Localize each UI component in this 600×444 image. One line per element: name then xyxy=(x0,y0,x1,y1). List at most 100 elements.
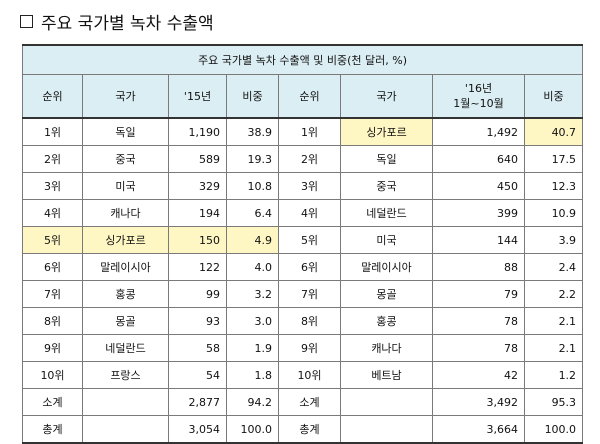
cell-rank-16: 9위 xyxy=(278,334,341,362)
cell-share-15: 1.9 xyxy=(226,334,279,362)
cell-country-16: 홍콩 xyxy=(340,307,433,335)
cell-share-15: 3.2 xyxy=(226,280,279,308)
table-row: 10위 프랑스 54 1.8 10위 베트남 42 1.2 xyxy=(22,361,584,389)
table-row: 2위 중국 589 19.3 2위 독일 640 17.5 xyxy=(22,145,584,173)
subtotal-value-16: 3,492 xyxy=(432,388,525,416)
cell-rank-16: 3위 xyxy=(278,172,341,200)
cell-value-15: 99 xyxy=(168,280,227,308)
table-row: 5위 싱가포르 150 4.9 5위 미국 144 3.9 xyxy=(22,226,584,254)
cell-value-16: 640 xyxy=(432,145,525,173)
total-share-15: 100.0 xyxy=(226,415,279,444)
cell-value-16: 88 xyxy=(432,253,525,281)
header-rank-16: 순위 xyxy=(278,74,341,119)
cell-rank-15: 5위 xyxy=(22,226,83,254)
cell-value-16: 450 xyxy=(432,172,525,200)
cell-share-15: 1.8 xyxy=(226,361,279,389)
checkbox-square-icon xyxy=(20,14,33,28)
subtotal-value-15: 2,877 xyxy=(168,388,227,416)
cell-country-16: 몽골 xyxy=(340,280,433,308)
cell-value-16: 1,492 xyxy=(432,117,525,146)
cell-country-16: 싱가포르 xyxy=(340,117,433,146)
cell-value-16: 78 xyxy=(432,334,525,362)
cell-rank-16: 5위 xyxy=(278,226,341,254)
cell-value-15: 93 xyxy=(168,307,227,335)
cell-share-15: 4.9 xyxy=(226,226,279,254)
cell-value-15: 58 xyxy=(168,334,227,362)
cell-share-16: 2.1 xyxy=(523,334,584,362)
total-share-16: 100.0 xyxy=(523,415,584,444)
cell-rank-15: 2위 xyxy=(22,145,83,173)
cell-share-15: 4.0 xyxy=(226,253,279,281)
cell-rank-16: 7위 xyxy=(278,280,341,308)
cell-rank-15: 3위 xyxy=(22,172,83,200)
header-year-16-line2: 1월~10월 xyxy=(453,97,504,110)
cell-share-15: 19.3 xyxy=(226,145,279,173)
table-row: 7위 홍콩 99 3.2 7위 몽골 79 2.2 xyxy=(22,280,584,308)
cell-value-16: 78 xyxy=(432,307,525,335)
cell-country-16: 중국 xyxy=(340,172,433,200)
cell-value-15: 589 xyxy=(168,145,227,173)
total-value-16: 3,664 xyxy=(432,415,525,444)
subtotal-share-16: 95.3 xyxy=(523,388,584,416)
cell-share-16: 10.9 xyxy=(523,199,584,227)
cell-value-15: 150 xyxy=(168,226,227,254)
header-share-16: 비중 xyxy=(523,74,584,119)
cell-share-16: 2.1 xyxy=(523,307,584,335)
cell-share-16: 3.9 xyxy=(523,226,584,254)
total-row: 총계 3,054 100.0 총계 3,664 100.0 xyxy=(22,415,584,444)
cell-share-16: 2.4 xyxy=(523,253,584,281)
cell-value-16: 399 xyxy=(432,199,525,227)
cell-rank-16: 8위 xyxy=(278,307,341,335)
subtotal-row: 소계 2,877 94.2 소계 3,492 95.3 xyxy=(22,388,584,416)
cell-share-16: 17.5 xyxy=(523,145,584,173)
cell-country-16: 독일 xyxy=(340,145,433,173)
table-row: 1위 독일 1,190 38.9 1위 싱가포르 1,492 40.7 xyxy=(22,117,584,146)
header-rank-15: 순위 xyxy=(22,74,83,119)
total-label-15: 총계 xyxy=(22,415,83,444)
header-country-16: 국가 xyxy=(340,74,433,119)
total-empty-16 xyxy=(340,415,433,444)
cell-value-15: 329 xyxy=(168,172,227,200)
cell-country-15: 프랑스 xyxy=(82,361,169,389)
cell-share-16: 12.3 xyxy=(523,172,584,200)
cell-rank-15: 1위 xyxy=(22,117,83,146)
cell-value-15: 194 xyxy=(168,199,227,227)
subtotal-empty-15 xyxy=(82,388,169,416)
cell-rank-15: 8위 xyxy=(22,307,83,335)
cell-country-15: 홍콩 xyxy=(82,280,169,308)
total-value-15: 3,054 xyxy=(168,415,227,444)
cell-value-16: 144 xyxy=(432,226,525,254)
cell-rank-15: 10위 xyxy=(22,361,83,389)
cell-share-15: 6.4 xyxy=(226,199,279,227)
cell-rank-16: 6위 xyxy=(278,253,341,281)
green-tea-export-table: 주요 국가별 녹차 수출액 및 비중(천 달러, %) 순위 국가 '15년 비… xyxy=(21,44,584,444)
cell-value-16: 79 xyxy=(432,280,525,308)
cell-rank-15: 4위 xyxy=(22,199,83,227)
cell-country-15: 네덜란드 xyxy=(82,334,169,362)
cell-value-16: 42 xyxy=(432,361,525,389)
cell-rank-16: 1위 xyxy=(278,117,341,146)
cell-country-15: 캐나다 xyxy=(82,199,169,227)
cell-value-15: 122 xyxy=(168,253,227,281)
cell-country-15: 중국 xyxy=(82,145,169,173)
cell-country-16: 말레이시아 xyxy=(340,253,433,281)
subtotal-label-16: 소계 xyxy=(278,388,341,416)
cell-share-15: 38.9 xyxy=(226,117,279,146)
total-label-16: 총계 xyxy=(278,415,341,444)
cell-rank-15: 9위 xyxy=(22,334,83,362)
cell-rank-16: 2위 xyxy=(278,145,341,173)
cell-share-16: 2.2 xyxy=(523,280,584,308)
table-caption: 주요 국가별 녹차 수출액 및 비중(천 달러, %) xyxy=(21,44,584,75)
cell-share-15: 3.0 xyxy=(226,307,279,335)
table-row: 6위 말레이시아 122 4.0 6위 말레이시아 88 2.4 xyxy=(22,253,584,281)
table-row: 9위 네덜란드 58 1.9 9위 캐나다 78 2.1 xyxy=(22,334,584,362)
cell-rank-16: 10위 xyxy=(278,361,341,389)
header-year-15: '15년 xyxy=(168,74,227,119)
subtotal-empty-16 xyxy=(340,388,433,416)
header-year-16-line1: '16년 xyxy=(464,82,493,95)
cell-rank-15: 6위 xyxy=(22,253,83,281)
subtotal-label-15: 소계 xyxy=(22,388,83,416)
cell-value-15: 1,190 xyxy=(168,117,227,146)
cell-country-16: 캐나다 xyxy=(340,334,433,362)
cell-country-16: 베트남 xyxy=(340,361,433,389)
